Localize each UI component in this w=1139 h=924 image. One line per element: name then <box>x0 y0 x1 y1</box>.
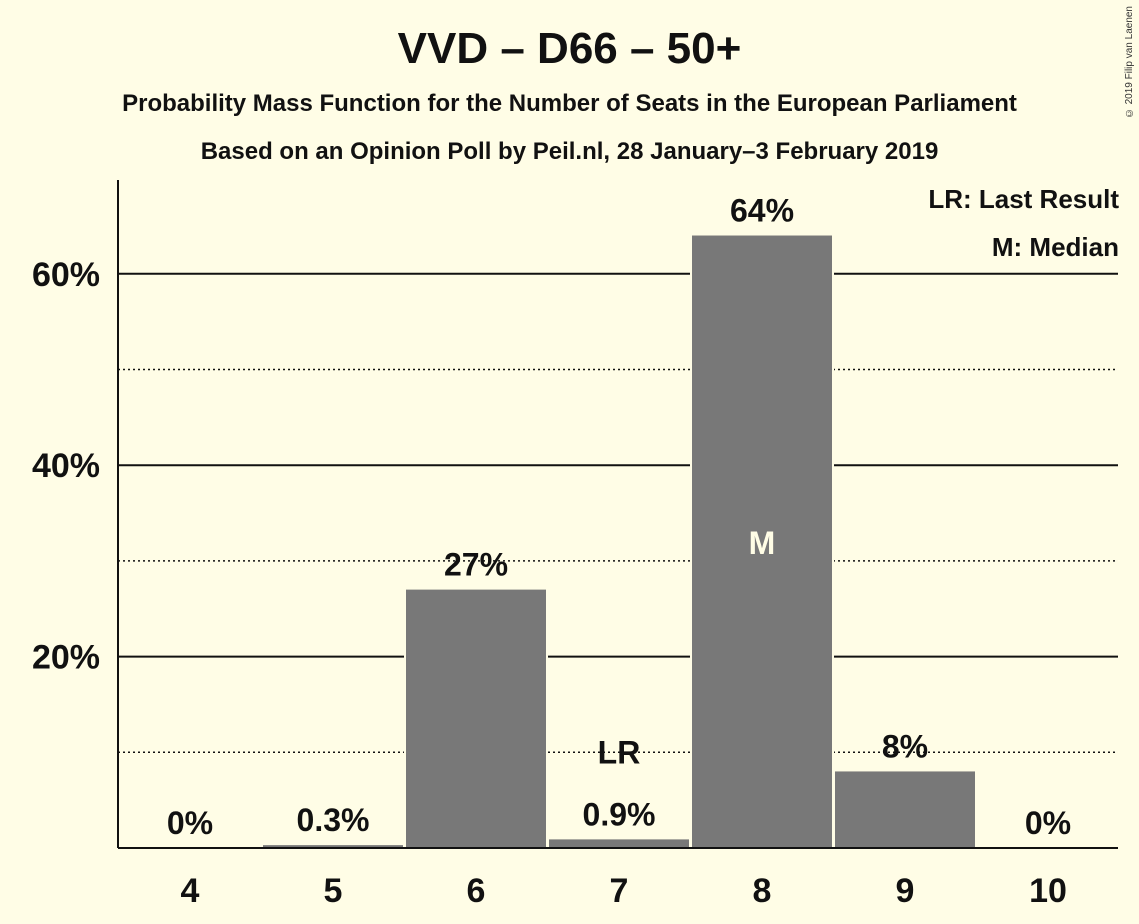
x-tick-label: 8 <box>753 872 772 910</box>
median-marker: M <box>749 525 776 561</box>
y-tick-label: 40% <box>32 447 100 485</box>
chart-subtitle: Probability Mass Function for the Number… <box>122 90 1017 117</box>
legend-last-result: LR: Last Result <box>928 184 1119 214</box>
bar <box>406 589 546 848</box>
bar <box>263 845 403 848</box>
x-tick-label: 5 <box>324 872 343 910</box>
bar <box>549 839 689 848</box>
data-label: 8% <box>882 728 928 764</box>
data-label: 0% <box>1025 805 1071 841</box>
bar <box>692 235 832 848</box>
x-tick-label: 10 <box>1029 872 1067 910</box>
x-tick-label: 6 <box>467 872 486 910</box>
data-label: 27% <box>444 547 508 583</box>
data-label: 0% <box>167 805 213 841</box>
y-tick-label: 60% <box>32 256 100 294</box>
chart-title: VVD – D66 – 50+ <box>397 24 742 73</box>
data-label: 64% <box>730 193 794 229</box>
chart-source-subtitle: Based on an Opinion Poll by Peil.nl, 28 … <box>200 138 939 165</box>
data-label: 0.9% <box>583 796 656 832</box>
x-tick-label: 7 <box>610 872 629 910</box>
legend-median: M: Median <box>991 232 1119 262</box>
x-tick-label: 9 <box>896 872 915 910</box>
data-label: 0.3% <box>297 802 370 838</box>
y-tick-label: 20% <box>32 639 100 677</box>
last-result-marker: LR <box>598 734 641 770</box>
bar <box>835 771 975 848</box>
x-tick-label: 4 <box>181 872 200 910</box>
